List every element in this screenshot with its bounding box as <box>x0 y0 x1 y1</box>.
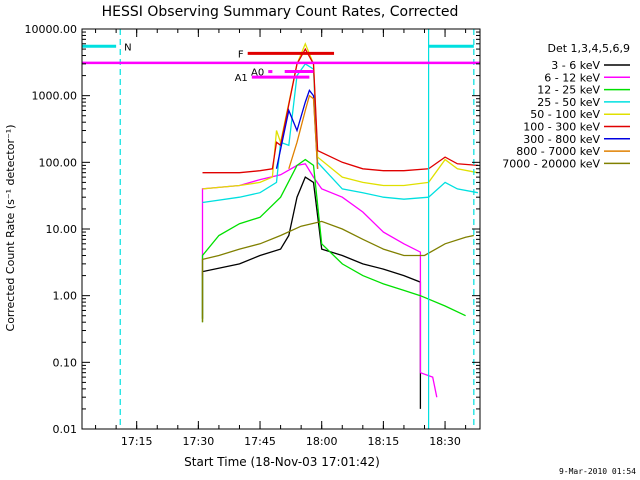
legend-entry-label: 12 - 25 keV <box>537 84 600 97</box>
series-line-800-7000keV <box>288 94 319 169</box>
y-tick-label: 10.00 <box>46 223 78 236</box>
series-line-6-12keV <box>201 163 438 398</box>
series-line-12-25keV <box>201 158 466 323</box>
flag-label-A1: A1 <box>235 73 248 84</box>
y-axis-label: Corrected Count Rate (s⁻¹ detector⁻¹) <box>4 125 17 332</box>
legend-title: Det 1,3,4,5,6,9 <box>547 42 630 55</box>
series-line-25-50keV <box>202 63 479 204</box>
x-tick-label: 17:45 <box>244 435 276 448</box>
x-axis-label: Start Time (18-Nov-03 17:01:42) <box>184 455 380 469</box>
legend-entry-label: 25 - 50 keV <box>537 96 600 109</box>
y-tick-label: 0.01 <box>53 423 78 436</box>
y-tick-label: 10000.00 <box>25 23 78 36</box>
footer-timestamp: 9-Mar-2010 01:54 <box>559 467 636 476</box>
y-tick-label: 100.00 <box>39 156 78 169</box>
legend-entry-label: 300 - 800 keV <box>523 133 600 146</box>
series-line-100-300keV <box>202 47 478 174</box>
series-line-300-800keV <box>275 89 319 169</box>
flag-label-A0: A0 <box>251 68 264 79</box>
axis-layer: 0.01 0.10 1.00 10.00 100.00 1000.00 10000.00 17… <box>25 23 480 448</box>
x-tick-label: 17:30 <box>183 435 215 448</box>
y-tick-label: 0.10 <box>53 356 78 369</box>
y-tick-label: 1000.00 <box>32 90 78 103</box>
legend-entry-label: 6 - 12 keV <box>544 71 600 84</box>
y-tick-label: 1.00 <box>53 290 78 303</box>
series-line-3-6keV <box>201 176 422 409</box>
legend-entry-label: 100 - 300 keV <box>523 121 600 134</box>
legend-entry-label: 50 - 100 keV <box>530 108 600 121</box>
x-tick-label: 18:15 <box>368 435 400 448</box>
series-line-7000-20000keV <box>201 220 474 323</box>
legend-entry-label: 800 - 7000 keV <box>516 145 600 158</box>
series-layer <box>201 42 479 409</box>
chart-title: HESSI Observing Summary Count Rates, Cor… <box>102 4 459 20</box>
x-tick-label: 18:30 <box>429 435 461 448</box>
legend-entry-label: 3 - 6 keV <box>551 59 600 72</box>
x-tick-label: 18:00 <box>306 435 338 448</box>
x-tick-label: 17:15 <box>121 435 153 448</box>
legend-entry-label: 7000 - 20000 keV <box>502 157 600 170</box>
flag-label-F: F <box>238 49 244 60</box>
series-line-50-100keV <box>202 42 479 190</box>
flag-label-N: N <box>124 42 131 53</box>
